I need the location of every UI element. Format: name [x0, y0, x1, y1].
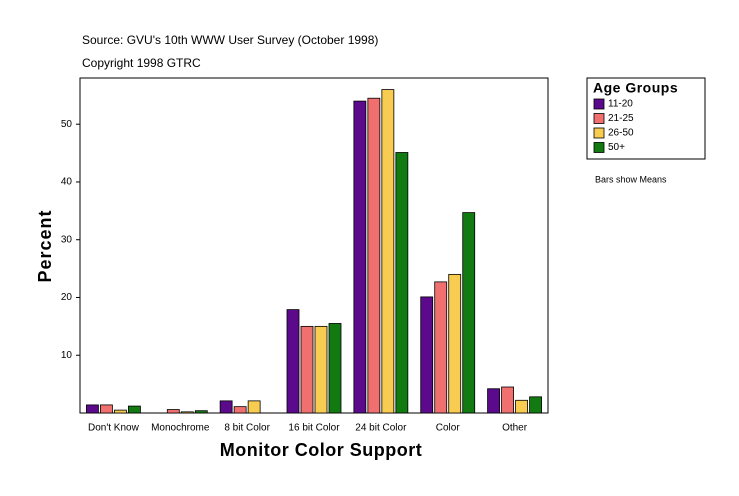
bar [462, 212, 476, 414]
bar [233, 406, 247, 414]
x-tick-label: Color [436, 423, 461, 434]
bar [180, 411, 194, 414]
y-tick-label: 40 [61, 177, 73, 188]
legend-title: Age Groups [593, 80, 678, 96]
legend-label: 11-20 [608, 99, 633, 110]
bar [86, 404, 99, 414]
x-tick-label: 16 bit Color [288, 423, 340, 434]
x-tick-label: Don't Know [88, 423, 140, 434]
bar [328, 323, 342, 414]
bar [501, 386, 514, 414]
x-tick-label: 24 bit Color [355, 423, 407, 434]
legend-swatch [593, 142, 605, 153]
bar [448, 273, 462, 414]
legend-label: 21-25 [608, 113, 634, 124]
legend-box [586, 77, 706, 160]
bar [128, 405, 141, 414]
bar [219, 400, 233, 414]
bar [529, 396, 542, 414]
y-tick-label: 50 [61, 119, 73, 130]
bar [300, 325, 314, 414]
bar [166, 409, 180, 414]
legend-label: 50+ [608, 142, 625, 153]
bar [367, 97, 381, 414]
y-axis-label: Percent [35, 209, 55, 282]
bar [381, 89, 395, 414]
bar [114, 409, 127, 414]
chart-subtitle: Copyright 1998 GTRC [82, 56, 201, 70]
legend-swatch [593, 113, 605, 124]
plot-frame [79, 77, 549, 414]
bar [420, 296, 434, 414]
x-axis-label: Monitor Color Support [220, 440, 422, 460]
legend-label: 26-50 [608, 128, 634, 139]
bar [515, 399, 528, 414]
bar [434, 281, 448, 414]
bar [247, 400, 261, 414]
bar [286, 309, 300, 414]
y-tick-label: 10 [61, 350, 73, 361]
x-tick-label: Monochrome [151, 423, 210, 434]
legend-swatch [593, 127, 605, 139]
x-tick-label: 8 bit Color [224, 423, 270, 434]
y-tick-label: 20 [61, 292, 73, 303]
bar [395, 152, 409, 414]
x-tick-label: Other [502, 423, 528, 434]
bar [194, 410, 208, 414]
y-tick-label: 30 [61, 234, 73, 245]
bar [487, 388, 500, 414]
bar [100, 404, 113, 414]
note: Bars show Means [595, 174, 667, 184]
bar [314, 325, 328, 414]
bar [353, 100, 367, 414]
chart-title: Source: GVU's 10th WWW User Survey (Octo… [82, 33, 378, 47]
legend-swatch [593, 98, 605, 110]
